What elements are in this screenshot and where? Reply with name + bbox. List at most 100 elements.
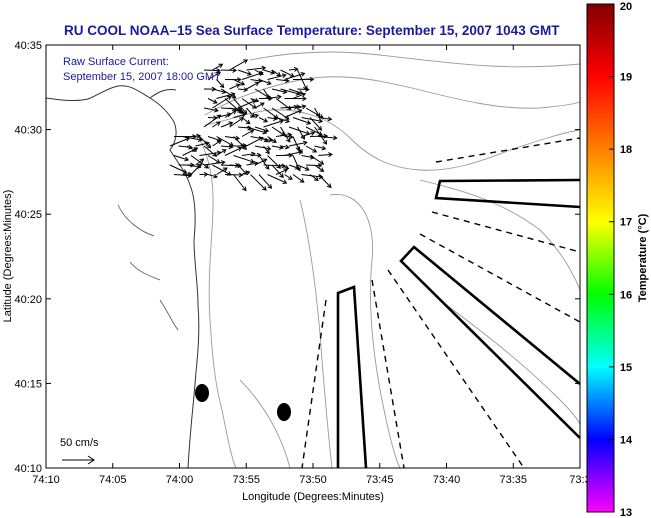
current-vector-head <box>321 145 327 151</box>
current-vector <box>254 145 271 150</box>
current-vector <box>309 117 322 131</box>
current-vector <box>229 59 248 71</box>
current-vector-head <box>220 160 226 165</box>
current-vector <box>246 107 255 118</box>
current-vector-head <box>327 116 333 122</box>
current-vector <box>224 147 242 156</box>
current-vector-head <box>314 176 319 181</box>
current-vector <box>203 145 217 157</box>
current-vector-head <box>238 172 244 178</box>
y-tick-label: 40:30 <box>14 125 42 137</box>
current-vector <box>220 145 233 148</box>
current-vector <box>309 155 324 165</box>
current-vector-head <box>322 139 328 145</box>
current-vector <box>212 139 222 147</box>
current-vector <box>229 164 239 167</box>
current-vector-head <box>256 152 262 158</box>
surface-current-vectors <box>169 59 338 192</box>
current-vector <box>220 122 233 128</box>
current-vector <box>280 126 291 143</box>
annotation-line-1: Raw Surface Current: <box>63 56 169 68</box>
current-vector <box>199 136 211 149</box>
y-tick-label: 40:35 <box>14 40 42 52</box>
current-vector-head <box>206 143 212 149</box>
y-axis: 40:10 40:15 40:20 40:25 40:30 40:35 <box>14 40 580 475</box>
current-vector-head <box>287 132 293 138</box>
current-vector <box>233 174 247 191</box>
current-vector <box>318 136 337 139</box>
current-vector <box>237 164 248 175</box>
colorbar-tick-label: 16 <box>620 289 632 301</box>
current-vector <box>284 109 302 118</box>
current-vector-head <box>318 174 324 180</box>
current-vector-head <box>231 94 237 99</box>
current-vector-head <box>226 95 232 101</box>
current-vector-head <box>239 117 244 122</box>
x-tick-label: 73:50 <box>299 474 327 486</box>
current-vector <box>207 117 217 119</box>
current-vector-head <box>279 119 285 124</box>
current-vector-head <box>298 149 303 155</box>
current-vector <box>246 81 259 90</box>
current-vector-head <box>199 158 205 163</box>
current-vector <box>237 88 248 91</box>
current-vector <box>267 136 277 143</box>
current-vector-head <box>272 138 277 143</box>
current-vector-head <box>300 71 306 77</box>
current-vector-head <box>237 163 243 169</box>
current-vector-head <box>192 134 197 140</box>
current-vector-head <box>299 178 305 183</box>
current-vector <box>263 69 275 74</box>
current-vector <box>173 155 189 161</box>
station-marker <box>195 384 209 402</box>
current-vector <box>288 164 299 169</box>
current-vector-head <box>182 169 188 174</box>
x-tick-label: 74:10 <box>32 474 60 486</box>
radial-dashed-lines <box>301 137 581 469</box>
current-vector-head <box>315 112 321 118</box>
current-vector-head <box>262 129 268 135</box>
current-vector-head <box>285 118 291 124</box>
current-vector <box>216 149 227 156</box>
current-vector-head <box>213 107 219 113</box>
current-vector <box>216 167 228 175</box>
scale-arrow-label: 50 cm/s <box>60 437 99 449</box>
current-vector <box>190 135 201 137</box>
current-vector <box>237 69 252 75</box>
current-vector <box>258 117 268 123</box>
current-vector-head <box>264 127 270 133</box>
current-vector-head <box>270 69 276 75</box>
current-vector <box>224 136 240 140</box>
current-vector <box>297 126 305 140</box>
current-vector-head <box>302 140 308 146</box>
current-vector-head <box>232 110 237 115</box>
current-vector-head <box>197 137 203 142</box>
current-vector <box>212 95 232 109</box>
current-vector-head <box>297 109 303 114</box>
current-vector <box>288 88 303 94</box>
current-vector <box>280 69 295 78</box>
current-vector-head <box>237 77 242 83</box>
current-vector-head <box>258 136 264 142</box>
current-vector-head <box>242 109 248 115</box>
current-vector <box>275 79 289 82</box>
colorbar-label: Temperature (°C) <box>637 213 649 302</box>
current-vector-head <box>249 158 255 164</box>
scale-arrow-head <box>87 455 95 465</box>
current-vector-head <box>267 184 273 189</box>
current-vector <box>314 126 327 145</box>
current-vector-head <box>245 119 251 125</box>
current-vector-head <box>241 112 247 118</box>
current-vector-head <box>281 163 287 169</box>
current-vector-head <box>242 145 247 150</box>
current-vector <box>263 145 270 154</box>
current-vector <box>195 158 204 166</box>
current-vector <box>271 164 284 178</box>
colorbar-tick-label: 13 <box>620 507 632 518</box>
current-vector <box>169 164 187 174</box>
colorbar-tick-label: 17 <box>620 217 632 229</box>
current-vector-head <box>318 118 324 124</box>
current-vector-head <box>306 120 312 125</box>
current-vector <box>203 161 225 166</box>
y-tick-label: 40:10 <box>14 463 42 475</box>
